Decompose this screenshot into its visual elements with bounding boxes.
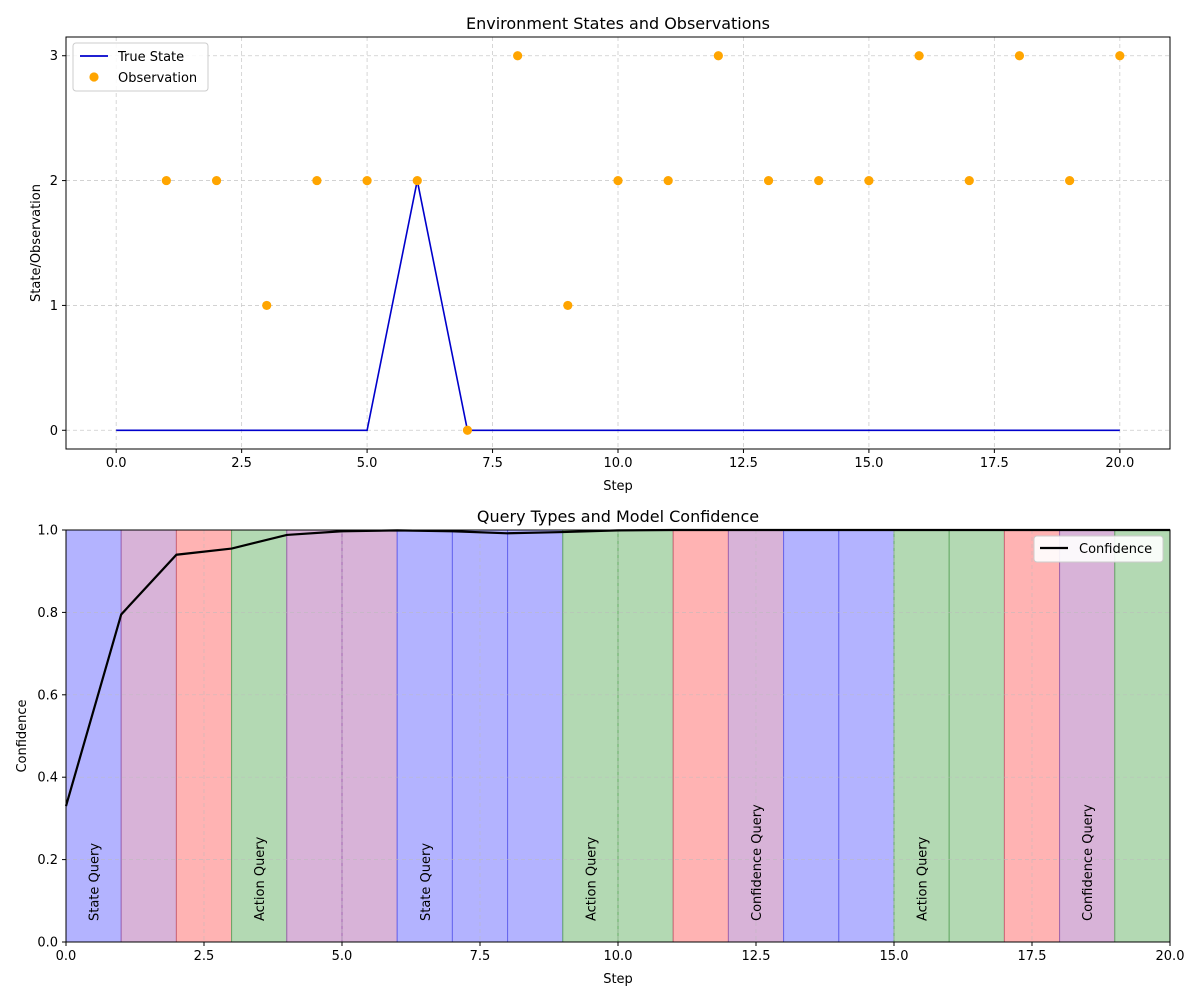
query-band-red xyxy=(672,529,729,943)
series-line-true-state xyxy=(116,180,1120,432)
x-tick-label: 5.0 xyxy=(357,456,378,471)
observation-point xyxy=(763,175,774,186)
query-band-label: State Query xyxy=(419,843,434,921)
observation-point xyxy=(462,425,473,435)
query-band-label: Action Query xyxy=(916,836,931,921)
x-tick-label: 7.5 xyxy=(470,949,491,964)
legend: True State Observation xyxy=(72,42,209,92)
observation-point xyxy=(1014,51,1025,61)
query-band-purple xyxy=(120,529,177,943)
observation-point xyxy=(964,175,974,186)
observation-point xyxy=(262,300,272,311)
x-tick-label: 15.0 xyxy=(854,456,883,471)
x-tick-label: 15.0 xyxy=(880,949,909,964)
y-tick-label: 1 xyxy=(50,299,58,314)
query-band-green xyxy=(562,529,619,943)
y-axis-label: Confidence xyxy=(15,699,30,772)
x-tick-label: 0.0 xyxy=(106,456,127,471)
top-chart: 0.0 2.5 5.0 7.5 10.0 12.5 15.0 17.5 20.0 0 1 2 3 Envi… xyxy=(29,14,1171,494)
y-tick-label: 2 xyxy=(50,174,58,189)
observation-point xyxy=(1065,175,1075,186)
y-tick-label: 0.6 xyxy=(37,688,58,703)
x-tick-label: 20.0 xyxy=(1156,949,1185,964)
legend: Confidence xyxy=(1033,535,1164,563)
observation-point xyxy=(161,175,171,186)
query-band-purple xyxy=(286,529,343,943)
x-axis-label: Step xyxy=(603,479,633,494)
query-band-green xyxy=(617,529,674,943)
legend-marker-swatch xyxy=(89,72,99,82)
query-band-blue xyxy=(783,529,840,943)
x-tick-label: 10.0 xyxy=(604,949,633,964)
observation-point xyxy=(412,175,422,186)
observation-point xyxy=(914,51,924,61)
observation-point xyxy=(663,175,673,186)
observation-point xyxy=(864,175,874,186)
query-band-green xyxy=(1114,529,1171,943)
x-tick-label: 2.5 xyxy=(194,949,215,964)
y-axis-label: State/Observation xyxy=(29,184,44,302)
chart-title: Environment States and Observations xyxy=(466,14,770,33)
x-tick-label: 17.5 xyxy=(1018,949,1047,964)
legend-box xyxy=(72,42,209,92)
query-band-blue xyxy=(838,529,895,943)
x-tick-label: 5.0 xyxy=(332,949,353,964)
query-band-blue xyxy=(507,529,564,943)
x-tick-label: 10.0 xyxy=(604,456,633,471)
x-tick-label: 12.5 xyxy=(729,456,758,471)
query-band-purple xyxy=(341,529,398,943)
query-band-label: State Query xyxy=(88,843,103,921)
legend-label: Observation xyxy=(118,71,197,86)
x-tick-label: 2.5 xyxy=(231,456,252,471)
x-tick-label: 12.5 xyxy=(742,949,771,964)
x-axis-label: Step xyxy=(603,972,633,987)
observation-point xyxy=(1115,51,1125,61)
query-band-label: Confidence Query xyxy=(750,804,765,921)
observation-point xyxy=(211,175,222,186)
observation-point xyxy=(312,175,322,186)
y-tick-label: 0 xyxy=(50,424,58,439)
query-band-green xyxy=(948,529,1005,943)
bottom-chart: State Query Action Query State Query Action… xyxy=(15,507,1184,987)
query-band-label: Action Query xyxy=(253,836,268,921)
x-tick-label: 7.5 xyxy=(482,456,503,471)
legend-box xyxy=(1033,535,1164,563)
query-band-label: Action Query xyxy=(584,836,599,921)
observation-point xyxy=(362,175,372,186)
chart-title: Query Types and Model Confidence xyxy=(477,507,759,526)
y-tick-label: 3 xyxy=(50,49,58,64)
x-tick-label: 0.0 xyxy=(56,949,77,964)
observation-point xyxy=(713,51,723,61)
legend-label: Confidence xyxy=(1079,542,1152,557)
y-tick-label: 1.0 xyxy=(37,524,58,539)
y-tick-label: 0.4 xyxy=(37,771,58,786)
query-band-label: Confidence Query xyxy=(1081,804,1096,921)
observation-point xyxy=(563,300,573,311)
x-tick-label: 17.5 xyxy=(980,456,1009,471)
observation-point xyxy=(513,51,523,61)
y-tick-label: 0.0 xyxy=(37,936,58,951)
observation-point xyxy=(613,175,623,186)
legend-label: True State xyxy=(117,50,184,65)
observation-point xyxy=(814,175,824,186)
x-tick-label: 20.0 xyxy=(1105,456,1134,471)
y-tick-label: 0.2 xyxy=(37,853,58,868)
y-tick-label: 0.8 xyxy=(37,606,58,621)
